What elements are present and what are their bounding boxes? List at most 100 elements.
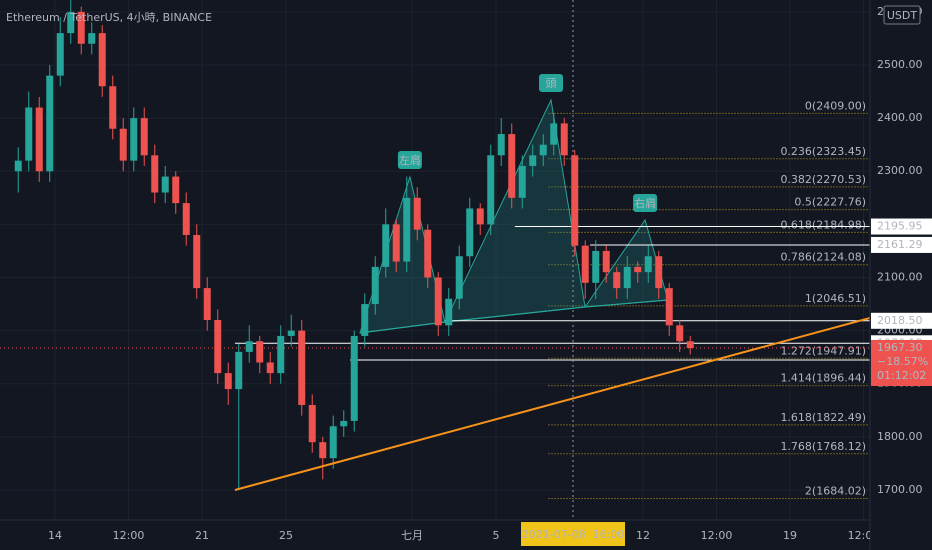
price-box bbox=[871, 218, 932, 235]
candle-body bbox=[340, 420, 348, 427]
fib-label: 1(2046.51) bbox=[805, 292, 866, 305]
candle-body bbox=[560, 123, 568, 156]
price-box-label: 2161.29 bbox=[877, 238, 923, 251]
candle-body bbox=[298, 330, 306, 405]
candle-body bbox=[655, 256, 663, 289]
fib-label: 1.272(1947.91) bbox=[780, 344, 866, 357]
candle-body bbox=[35, 107, 43, 172]
candle-body bbox=[392, 224, 400, 262]
y-tick-label: 2100.00 bbox=[877, 270, 923, 283]
y-tick-label: 2300.00 bbox=[877, 164, 923, 177]
candle-body bbox=[287, 330, 295, 336]
candle-body bbox=[350, 335, 358, 421]
pattern-label-box bbox=[633, 194, 658, 213]
candle-body bbox=[476, 208, 484, 225]
chart-title: Ethereum / TetherUS, 4小時, BINANCE bbox=[6, 11, 212, 24]
candle-body bbox=[88, 33, 96, 44]
candle-body bbox=[224, 373, 232, 390]
candle-body bbox=[571, 155, 579, 246]
candle-body bbox=[203, 288, 211, 320]
candle-body bbox=[67, 11, 75, 34]
candle-body bbox=[25, 107, 33, 161]
x-tick-label: 12:00 bbox=[701, 529, 733, 542]
currency-label: USDT bbox=[887, 9, 918, 22]
candle-body bbox=[245, 341, 253, 352]
candle-body bbox=[98, 33, 106, 87]
candle-body bbox=[592, 250, 600, 283]
candle-body bbox=[676, 325, 684, 342]
x-tick-label: 12:00 bbox=[113, 529, 145, 542]
candle-body bbox=[14, 160, 22, 172]
neckline bbox=[359, 299, 669, 334]
price-box bbox=[871, 236, 932, 253]
crosshair-box bbox=[521, 522, 626, 546]
price-box-label: 2195.95 bbox=[877, 220, 923, 233]
candle-body bbox=[403, 197, 411, 262]
pattern-label: 右肩 bbox=[634, 196, 656, 210]
x-tick-label: 25 bbox=[279, 529, 293, 542]
pattern-label-box bbox=[539, 74, 564, 93]
candle-body bbox=[46, 75, 54, 172]
current-price-countdown: 01:12:02 bbox=[877, 369, 926, 382]
candle-body bbox=[445, 298, 453, 326]
candle-body bbox=[193, 234, 201, 289]
candle-body bbox=[319, 442, 327, 459]
fib-label: 0.786(2124.08) bbox=[780, 251, 866, 264]
candle-body bbox=[382, 224, 390, 267]
candle-body bbox=[424, 229, 432, 278]
candle-body bbox=[329, 426, 337, 459]
y-tick-label: 2400.00 bbox=[877, 111, 923, 124]
candle-body bbox=[256, 341, 264, 363]
candle-body bbox=[277, 335, 285, 374]
candle-body bbox=[550, 123, 558, 145]
candle-body bbox=[361, 304, 369, 336]
current-price-box bbox=[871, 339, 932, 386]
current-price-label: 1967.30 bbox=[877, 341, 923, 354]
candle-body bbox=[539, 144, 547, 156]
candle-body bbox=[151, 155, 159, 193]
y-tick-label: 1700.00 bbox=[877, 483, 923, 496]
fib-label: 0.236(2323.45) bbox=[780, 145, 866, 158]
candle-body bbox=[371, 266, 379, 305]
candle-body bbox=[686, 341, 694, 348]
currency-box bbox=[883, 5, 921, 25]
x-tick-label: 19 bbox=[783, 529, 797, 542]
fib-label: 0.618(2184.98) bbox=[780, 218, 866, 231]
candle-body bbox=[602, 250, 610, 273]
candle-body bbox=[266, 362, 274, 374]
candle-body bbox=[119, 128, 127, 161]
fib-label: 1.414(1896.44) bbox=[780, 372, 866, 385]
candle-body bbox=[172, 176, 180, 204]
fib-label: 1.618(1822.49) bbox=[780, 411, 866, 424]
candle-body bbox=[634, 266, 642, 273]
candle-body bbox=[665, 288, 673, 326]
y-axis: 1700.001800.001900.002000.002100.002200.… bbox=[871, 5, 932, 496]
x-tick-label: 5 bbox=[492, 529, 499, 542]
candle-body bbox=[308, 404, 316, 443]
candle-body bbox=[466, 208, 474, 257]
x-tick-label: 21 bbox=[195, 529, 209, 542]
plot-area: 0(2409.00) 0.236(2323.45) 0.382(2270.53) 0.… bbox=[0, 0, 870, 520]
pattern-label: 頭 bbox=[546, 77, 557, 90]
candle-body bbox=[497, 134, 505, 156]
pattern-label-box bbox=[397, 150, 422, 169]
candle-body bbox=[413, 197, 421, 230]
crosshair-label: 2021-07-08 16:00 bbox=[522, 528, 625, 541]
x-tick-label: 14 bbox=[48, 529, 62, 542]
candle-body bbox=[235, 351, 243, 390]
candle-body bbox=[161, 176, 169, 193]
fib-label: 0(2409.00) bbox=[805, 99, 866, 112]
candle-body bbox=[77, 11, 85, 44]
x-tick-label: 12 bbox=[636, 529, 650, 542]
candle-body bbox=[529, 155, 537, 166]
y-tick-label: 2500.00 bbox=[877, 58, 923, 71]
y-tick-label: 1800.00 bbox=[877, 430, 923, 443]
candle-body bbox=[109, 86, 117, 129]
price-box bbox=[871, 312, 932, 329]
x-tick-label: 12:00 bbox=[848, 529, 880, 542]
candle-body bbox=[487, 155, 495, 225]
price-box-label: 2018.50 bbox=[877, 314, 923, 327]
x-tick-label: 七月 bbox=[401, 529, 423, 542]
